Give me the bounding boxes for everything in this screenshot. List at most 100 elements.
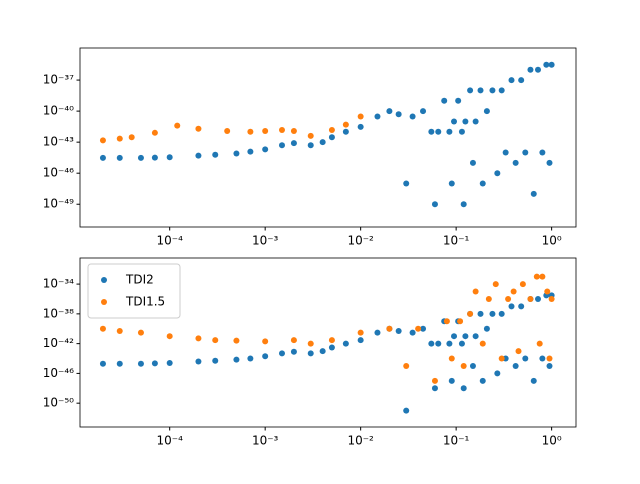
scatter-point <box>530 190 537 197</box>
scatter-point <box>357 337 364 344</box>
plot-area <box>99 61 555 208</box>
scatter-point <box>518 77 525 84</box>
scatter-point <box>290 337 297 344</box>
x-tick-label: 10⁻³ <box>252 234 279 248</box>
scatter-point <box>462 333 469 340</box>
scatter-point <box>519 281 526 288</box>
scatter-point <box>247 355 254 362</box>
x-tick-label: 10⁰ <box>542 234 562 248</box>
scatter-point <box>546 362 553 369</box>
scatter-point <box>546 159 553 166</box>
y-tick-label: 10⁻³⁸ <box>43 306 74 320</box>
scatter-point <box>460 201 467 208</box>
scatter-point <box>428 340 435 347</box>
scatter-point <box>395 111 402 118</box>
scatter-point <box>99 154 106 161</box>
scatter-point <box>536 340 543 347</box>
scatter-point <box>342 121 349 128</box>
y-tick-label: 10⁻⁴⁶ <box>43 166 74 180</box>
scatter-point <box>319 348 326 355</box>
x-tick-label: 10⁰ <box>542 434 562 448</box>
scatter-point <box>431 201 438 208</box>
scatter-point <box>174 122 181 129</box>
scatter-point <box>508 303 515 310</box>
x-tick-label: 10⁻¹ <box>443 234 470 248</box>
scatter-point <box>233 356 240 363</box>
scatter-point <box>403 362 410 369</box>
scatter-point <box>403 180 410 187</box>
scatter-point <box>247 148 254 155</box>
axes-frame <box>79 47 577 228</box>
scatter-point <box>212 337 219 344</box>
scatter-point <box>116 135 123 142</box>
scatter-point <box>472 118 479 125</box>
scatter-point <box>233 337 240 344</box>
scatter-point <box>307 340 314 347</box>
scatter-point <box>515 348 522 355</box>
scatter-point <box>451 333 458 340</box>
scatter-point <box>328 344 335 351</box>
plot-area <box>99 273 555 414</box>
scatter-point <box>498 355 505 362</box>
scatter-point <box>539 355 546 362</box>
scatter-point <box>460 385 467 392</box>
scatter-point <box>290 348 297 355</box>
scatter-point <box>420 108 427 115</box>
y-tick-label: 10⁻³⁷ <box>43 73 74 87</box>
scatter-point <box>395 327 402 334</box>
x-tick-label: 10⁻³ <box>252 434 279 448</box>
legend-box <box>87 263 181 319</box>
scatter-point <box>527 295 534 302</box>
scatter-point <box>483 325 490 332</box>
scatter-point <box>462 118 469 125</box>
scatter-point <box>441 97 448 104</box>
scatter-point <box>469 159 476 166</box>
scatter-point <box>328 134 335 141</box>
scatter-point <box>212 357 219 364</box>
y-tick-label: 10⁻⁴³ <box>43 135 74 149</box>
y-tick-label: 10⁻⁴⁰ <box>43 104 74 118</box>
scatter-point <box>448 180 455 187</box>
scatter-point <box>535 295 542 302</box>
scatter-point <box>457 318 464 325</box>
scatter-point <box>151 360 158 367</box>
scatter-point <box>522 149 529 156</box>
scatter-point <box>508 77 515 84</box>
scatter-point <box>431 377 438 384</box>
x-tick-label: 10⁻² <box>347 434 374 448</box>
scatter-point <box>116 154 123 161</box>
scatter-point <box>546 355 553 362</box>
scatter-point <box>166 154 173 161</box>
scatter-point <box>328 337 335 344</box>
scatter-point <box>498 310 505 317</box>
scatter-point <box>307 132 314 139</box>
scatter-point <box>512 159 519 166</box>
scatter-point <box>533 273 540 280</box>
scatter-point <box>548 295 555 302</box>
scatter-point <box>477 310 484 317</box>
scatter-point <box>489 87 496 94</box>
scatter-point <box>290 140 297 147</box>
scatter-point <box>448 377 455 384</box>
scatter-point <box>278 126 285 133</box>
scatter-point <box>262 338 269 345</box>
scatter-point <box>224 127 231 134</box>
scatter-point <box>458 128 465 135</box>
y-tick-label: 10⁻³⁴ <box>43 277 74 291</box>
scatter-point <box>386 108 393 115</box>
legend-marker <box>101 277 107 283</box>
scatter-point <box>522 355 529 362</box>
scatter-point <box>483 108 490 115</box>
scatter-point <box>458 340 465 347</box>
scatter-point <box>233 150 240 157</box>
scatter-point <box>485 295 492 302</box>
scatter-point <box>195 358 202 365</box>
scatter-point <box>479 180 486 187</box>
scatter-point <box>262 146 269 153</box>
scatter-point <box>151 154 158 161</box>
x-tick-label: 10⁻⁴ <box>156 434 183 448</box>
scatter-point <box>195 152 202 159</box>
scatter-point <box>512 362 519 369</box>
scatter-point <box>446 128 453 135</box>
scatter-point <box>262 353 269 360</box>
